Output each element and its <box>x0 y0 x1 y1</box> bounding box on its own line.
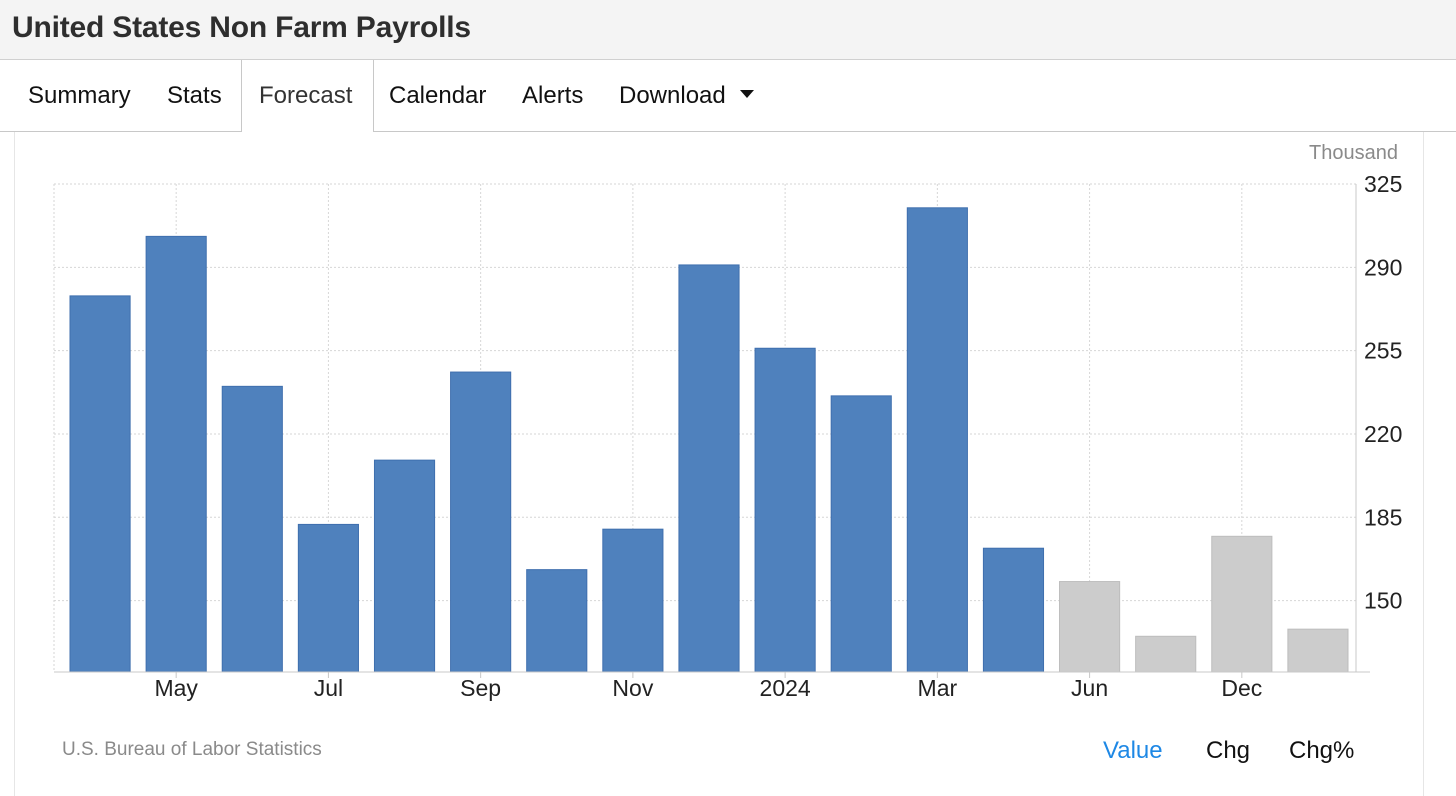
tab-summary[interactable]: Summary <box>28 82 131 109</box>
bar-actual <box>69 295 131 673</box>
x-tick-label: Jul <box>314 675 343 701</box>
tab-download[interactable]: Download <box>619 60 754 131</box>
bar-actual <box>145 235 207 673</box>
x-tick-label: Dec <box>1221 675 1262 701</box>
x-tick-label: May <box>154 675 198 701</box>
bar-actual <box>526 569 588 673</box>
chart-panel <box>14 132 1424 796</box>
bar-actual <box>830 395 892 673</box>
tab-forecast[interactable]: Forecast <box>241 60 374 132</box>
x-tick-label: Mar <box>918 675 958 701</box>
caret-down-icon <box>739 89 754 98</box>
tab-bar: Summary Stats Forecast Calendar Alerts D… <box>0 60 1456 132</box>
tab-calendar[interactable]: Calendar <box>389 82 487 109</box>
unit-label: Thousand <box>1309 142 1398 164</box>
bar-actual <box>450 371 512 673</box>
bar-forecast <box>1059 581 1121 673</box>
bar-actual <box>221 385 283 673</box>
tab-stats[interactable]: Stats <box>167 82 222 109</box>
y-tick-label: 185 <box>1364 504 1402 530</box>
source-label: U.S. Bureau of Labor Statistics <box>62 739 322 760</box>
bar-actual <box>602 528 664 673</box>
bar-actual <box>373 459 436 673</box>
tab-alerts[interactable]: Alerts <box>522 82 584 109</box>
y-tick-label: 220 <box>1364 421 1402 447</box>
page-title: United States Non Farm Payrolls <box>12 11 471 44</box>
bar-forecast <box>1287 628 1349 673</box>
x-tick-label: Nov <box>612 675 653 701</box>
tab-download-label: Download <box>619 82 726 109</box>
x-tick-label: Jun <box>1071 675 1108 701</box>
x-tick-label: 2024 <box>760 675 811 701</box>
y-tick-label: 150 <box>1364 588 1402 614</box>
title-bar: United States Non Farm Payrolls <box>0 0 1456 60</box>
mode-chg[interactable]: Chg <box>1206 737 1251 764</box>
y-tick-label: 290 <box>1364 254 1402 280</box>
bar-actual <box>297 523 359 673</box>
y-tick-label: 325 <box>1364 171 1402 197</box>
mode-value[interactable]: Value <box>1103 737 1163 764</box>
mode-chg-pct[interactable]: Chg% <box>1289 737 1355 764</box>
bar-forecast <box>1211 535 1273 673</box>
x-tick-label: Sep <box>460 675 501 701</box>
bar-forecast <box>1135 635 1197 673</box>
bar-actual <box>906 207 968 673</box>
y-tick-label: 255 <box>1364 338 1402 364</box>
bar-actual <box>678 264 740 673</box>
bar-actual <box>754 347 816 673</box>
bar-actual <box>982 547 1045 673</box>
